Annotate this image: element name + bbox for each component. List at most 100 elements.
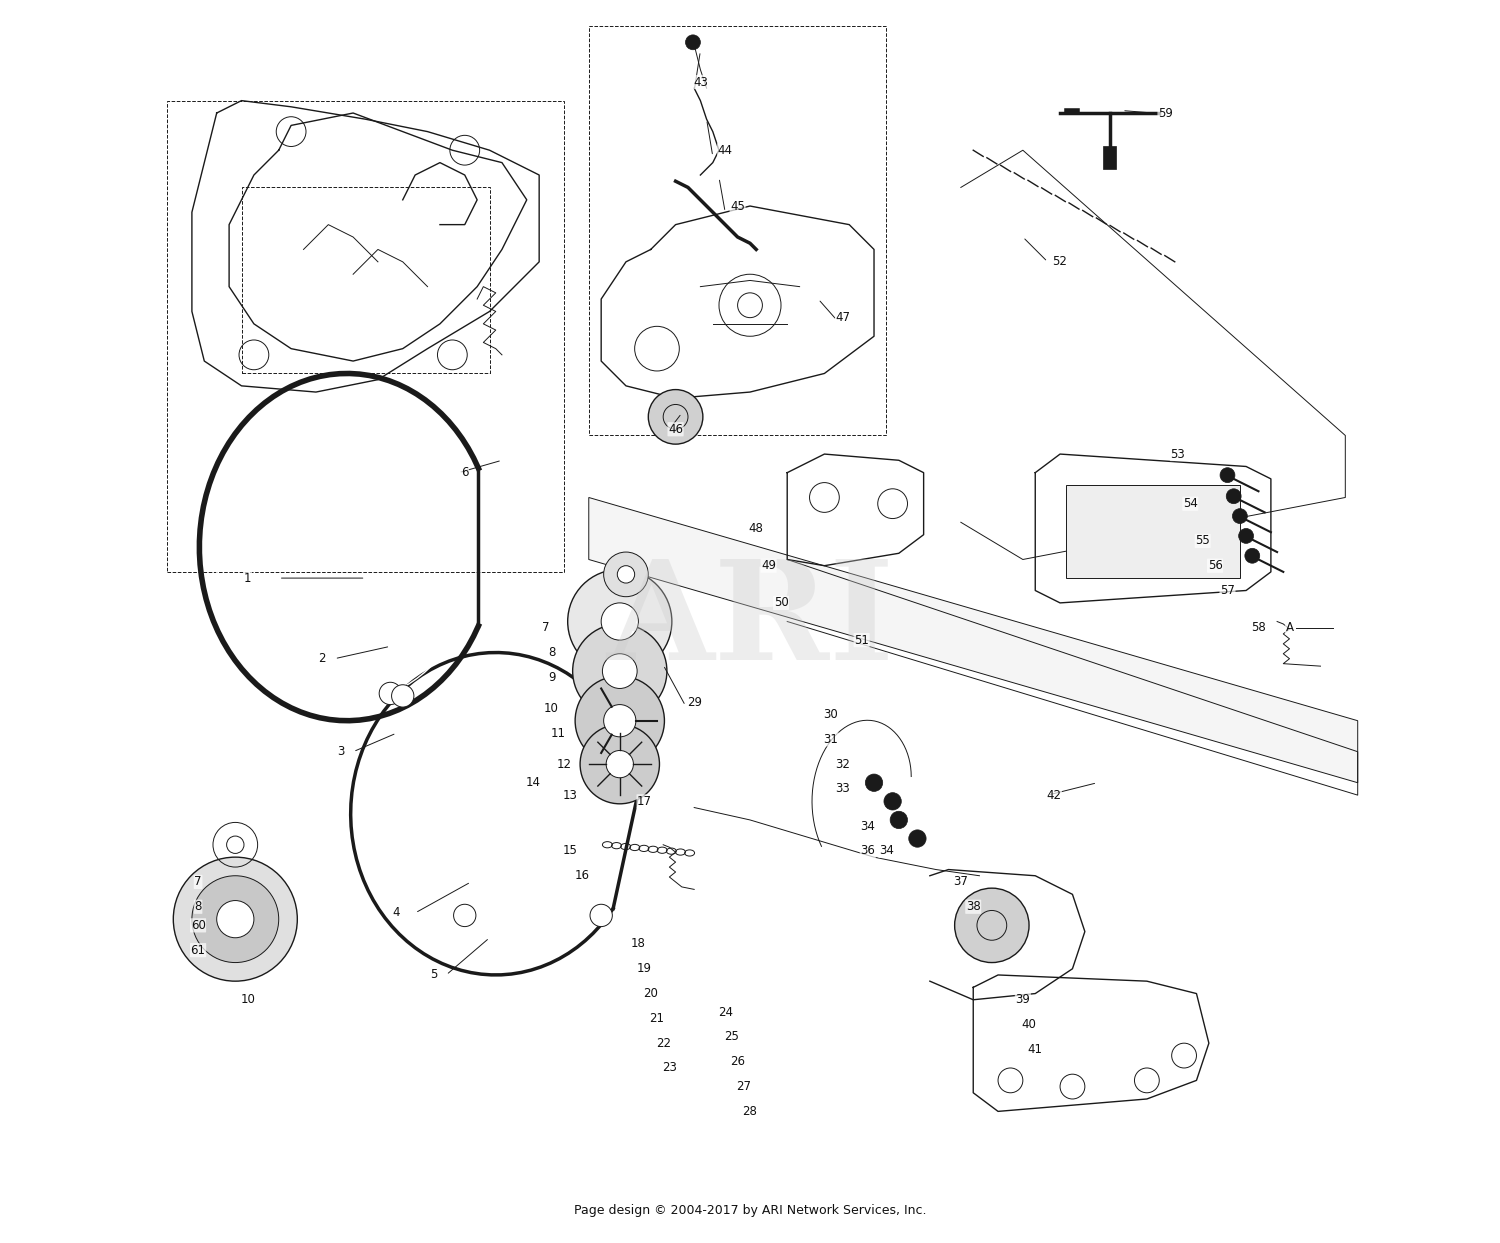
Circle shape — [909, 830, 926, 848]
Text: 30: 30 — [824, 709, 839, 721]
Circle shape — [1226, 488, 1240, 503]
Text: 5: 5 — [430, 968, 438, 982]
Circle shape — [174, 858, 297, 981]
Circle shape — [574, 676, 664, 766]
Circle shape — [567, 569, 672, 674]
Text: 45: 45 — [730, 200, 746, 213]
Text: 20: 20 — [644, 987, 658, 1001]
Text: 22: 22 — [656, 1037, 670, 1049]
Text: 8: 8 — [548, 646, 555, 659]
Text: 21: 21 — [650, 1012, 664, 1025]
Circle shape — [603, 654, 638, 689]
Text: 51: 51 — [853, 634, 868, 646]
Circle shape — [590, 904, 612, 926]
Circle shape — [1172, 1043, 1197, 1068]
Text: 34: 34 — [879, 844, 894, 858]
Circle shape — [1134, 1068, 1160, 1093]
Circle shape — [603, 552, 648, 597]
Circle shape — [618, 566, 634, 583]
Text: 23: 23 — [662, 1062, 676, 1074]
Text: 48: 48 — [748, 522, 764, 534]
Circle shape — [216, 900, 254, 937]
Text: 37: 37 — [954, 875, 969, 889]
Text: 34: 34 — [861, 819, 876, 833]
Bar — [1066, 485, 1240, 578]
Circle shape — [1233, 508, 1248, 523]
Text: 61: 61 — [190, 943, 206, 957]
Text: 44: 44 — [717, 144, 732, 157]
Text: 2: 2 — [318, 653, 326, 665]
Text: 1: 1 — [244, 572, 252, 584]
Text: 36: 36 — [861, 844, 876, 858]
Text: 50: 50 — [774, 597, 789, 609]
Text: 7: 7 — [195, 875, 202, 889]
Circle shape — [686, 35, 700, 50]
Text: 60: 60 — [190, 919, 206, 932]
Text: A: A — [1286, 622, 1293, 634]
Text: 10: 10 — [240, 993, 255, 1007]
Circle shape — [648, 389, 704, 444]
Text: 49: 49 — [760, 559, 776, 572]
Text: 55: 55 — [1196, 534, 1210, 547]
Text: 53: 53 — [1170, 447, 1185, 461]
Text: 24: 24 — [717, 1006, 732, 1019]
Circle shape — [865, 774, 882, 792]
Text: 14: 14 — [525, 776, 540, 789]
Text: 52: 52 — [1053, 255, 1068, 268]
Circle shape — [890, 812, 908, 829]
Text: 16: 16 — [574, 869, 590, 883]
Text: 59: 59 — [1158, 107, 1173, 119]
Text: 57: 57 — [1220, 584, 1234, 597]
Circle shape — [392, 685, 414, 707]
Circle shape — [453, 904, 476, 926]
Circle shape — [606, 751, 633, 778]
Text: 28: 28 — [742, 1105, 758, 1117]
Circle shape — [1239, 528, 1254, 543]
Circle shape — [573, 624, 668, 718]
Text: 18: 18 — [632, 937, 646, 951]
Text: 32: 32 — [836, 758, 850, 771]
Text: 10: 10 — [544, 702, 560, 715]
Text: 29: 29 — [687, 696, 702, 709]
Circle shape — [602, 603, 639, 640]
Text: 38: 38 — [966, 900, 981, 914]
Circle shape — [998, 1068, 1023, 1093]
Text: 17: 17 — [638, 794, 652, 808]
Text: ARI: ARI — [606, 554, 894, 689]
Circle shape — [192, 876, 279, 962]
Text: 43: 43 — [693, 76, 708, 88]
Circle shape — [1220, 467, 1234, 482]
Text: 58: 58 — [1251, 622, 1266, 634]
Text: 39: 39 — [1016, 993, 1031, 1007]
Text: 6: 6 — [460, 466, 468, 479]
Text: 54: 54 — [1184, 497, 1197, 510]
Circle shape — [884, 793, 902, 810]
Bar — [242, 188, 489, 373]
Text: 47: 47 — [836, 311, 850, 324]
Text: 19: 19 — [638, 962, 652, 976]
Polygon shape — [590, 497, 1358, 783]
Text: 4: 4 — [393, 906, 400, 920]
Circle shape — [1060, 1074, 1084, 1099]
Text: 8: 8 — [195, 900, 202, 914]
Text: 33: 33 — [836, 782, 850, 796]
Text: Page design © 2004-2017 by ARI Network Services, Inc.: Page design © 2004-2017 by ARI Network S… — [573, 1204, 926, 1217]
Text: 15: 15 — [562, 844, 578, 858]
Text: 46: 46 — [668, 423, 682, 436]
Circle shape — [603, 705, 636, 737]
Bar — [166, 101, 564, 572]
Text: 7: 7 — [542, 622, 549, 634]
Text: 9: 9 — [548, 671, 555, 684]
Text: 27: 27 — [736, 1080, 752, 1093]
Bar — [590, 26, 886, 435]
Text: 26: 26 — [730, 1055, 746, 1068]
Text: 40: 40 — [1022, 1018, 1036, 1032]
Text: 13: 13 — [562, 788, 578, 802]
Text: 31: 31 — [824, 733, 839, 746]
Text: 12: 12 — [556, 758, 572, 771]
Text: 41: 41 — [1028, 1043, 1042, 1055]
Circle shape — [580, 725, 660, 804]
Circle shape — [1245, 548, 1260, 563]
Text: 25: 25 — [724, 1030, 740, 1043]
Text: 3: 3 — [338, 746, 345, 758]
